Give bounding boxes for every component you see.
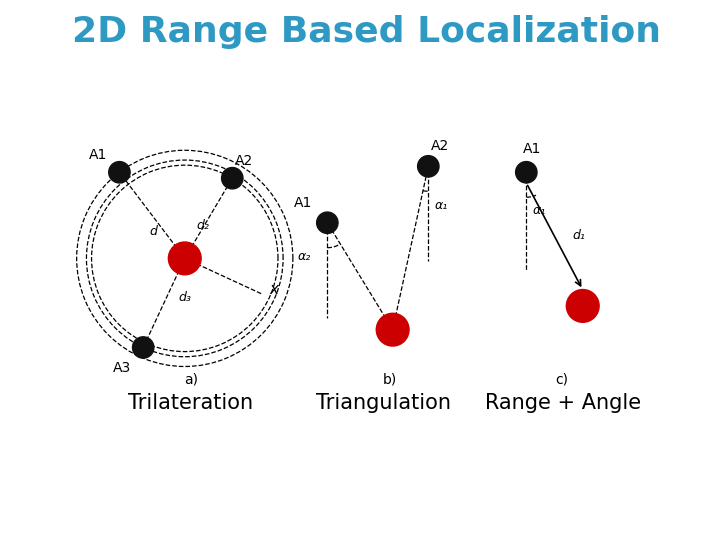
Circle shape	[418, 156, 439, 177]
Text: α₁: α₁	[434, 199, 448, 212]
Text: ARIZONA STATE UNIVERSITY: ARIZONA STATE UNIVERSITY	[584, 523, 691, 532]
Text: b): b)	[382, 372, 397, 386]
Text: school of engineering: school of engineering	[600, 509, 691, 518]
Text: x: x	[269, 282, 278, 297]
Text: α₂: α₂	[297, 249, 311, 262]
Text: d₂: d₂	[197, 219, 210, 232]
Text: Range + Angle: Range + Angle	[485, 393, 642, 413]
Circle shape	[222, 167, 243, 189]
Text: α₁: α₁	[532, 204, 546, 217]
Text: ASU  FÜLTON: ASU FÜLTON	[600, 493, 691, 506]
Text: a): a)	[184, 372, 198, 386]
Circle shape	[317, 212, 338, 233]
Circle shape	[377, 314, 409, 346]
Text: A2: A2	[431, 139, 449, 153]
Text: A1: A1	[523, 141, 541, 156]
Text: d: d	[149, 225, 157, 238]
Text: A2: A2	[235, 153, 253, 167]
Text: IMPACT Lab: IMPACT Lab	[14, 497, 179, 521]
Circle shape	[109, 161, 130, 183]
Circle shape	[567, 290, 599, 322]
Circle shape	[516, 161, 537, 183]
Text: 2D Range Based Localization: 2D Range Based Localization	[72, 15, 661, 49]
Text: Triangulation: Triangulation	[316, 393, 451, 413]
Text: A1: A1	[294, 195, 312, 210]
Text: d₃: d₃	[179, 291, 192, 304]
Text: A3: A3	[113, 361, 131, 375]
Text: c): c)	[555, 372, 569, 386]
Circle shape	[132, 337, 154, 358]
Circle shape	[168, 242, 201, 274]
Text: Sandeep K.S. Gupta: Sandeep K.S. Gupta	[262, 502, 415, 516]
Text: A1: A1	[89, 147, 107, 161]
Text: d₁: d₁	[572, 229, 585, 242]
Text: Trilateration: Trilateration	[128, 393, 253, 413]
